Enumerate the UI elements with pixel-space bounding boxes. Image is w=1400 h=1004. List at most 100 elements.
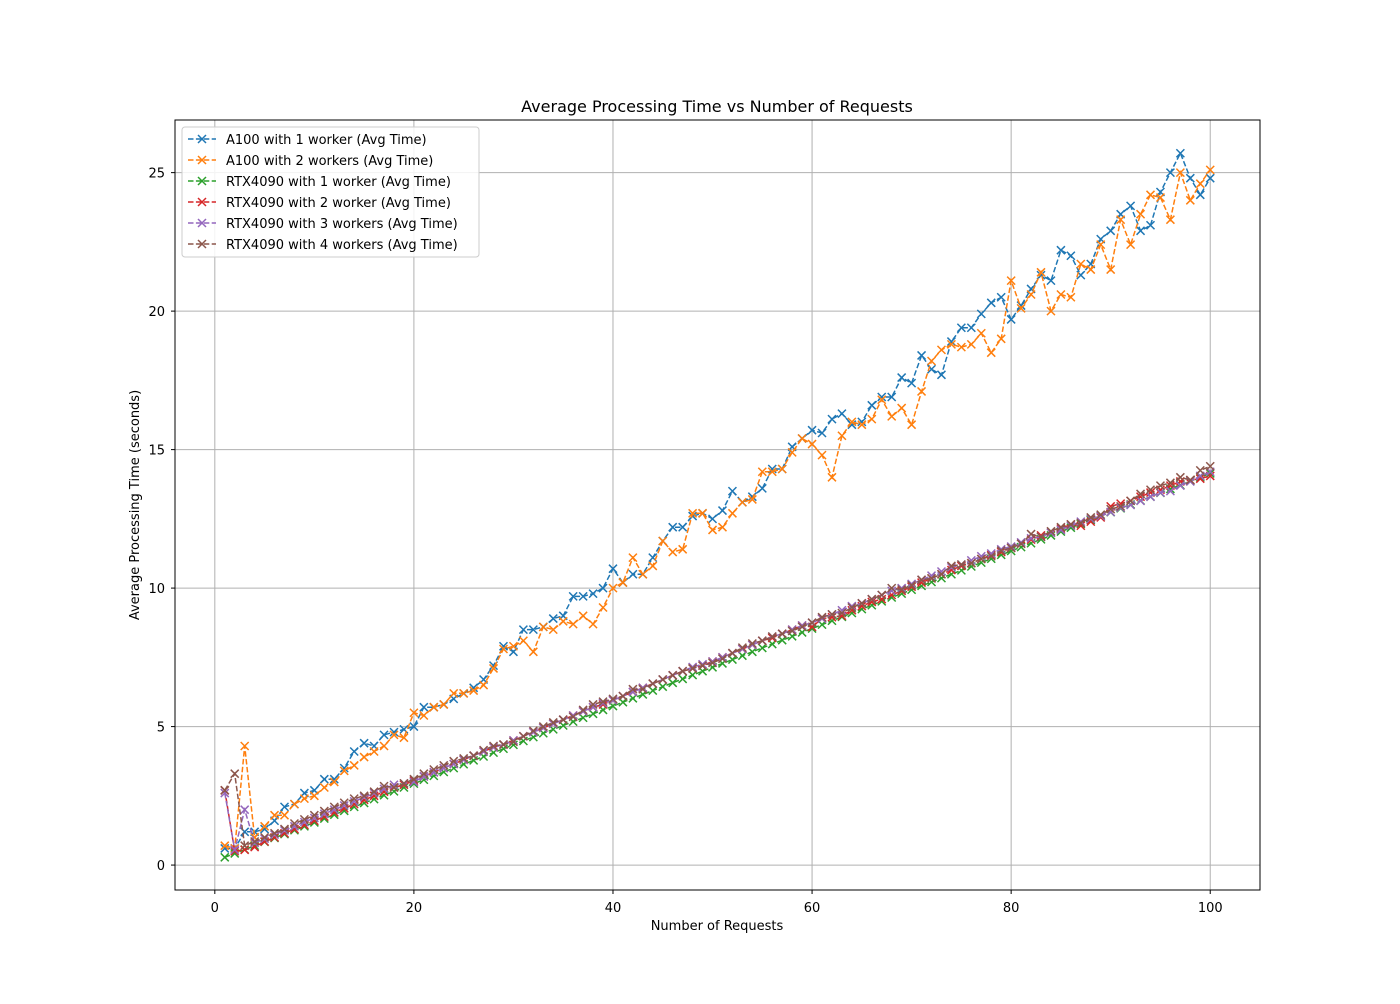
data-point-marker: [1145, 220, 1156, 230]
x-axis-label: Number of Requests: [651, 919, 784, 934]
data-point-marker: [887, 592, 897, 603]
data-point-marker: [707, 658, 718, 668]
data-point-marker: [598, 697, 608, 707]
data-point-marker: [1126, 496, 1136, 506]
data-point-marker: [449, 759, 459, 769]
legend-label: RTX4090 with 4 workers (Avg Time): [226, 238, 458, 253]
data-point-marker: [479, 745, 489, 755]
data-point-marker: [279, 802, 290, 812]
data-point-marker: [598, 583, 608, 593]
y-tick-label: 20: [148, 305, 165, 320]
data-point-marker: [897, 373, 907, 383]
data-point-marker: [1136, 226, 1146, 236]
data-point-marker: [688, 662, 698, 672]
data-point-marker: [757, 643, 767, 653]
data-point-marker: [1195, 474, 1205, 484]
data-point-marker: [747, 494, 757, 504]
data-point-marker: [329, 777, 339, 787]
data-point-marker: [907, 378, 917, 388]
data-point-marker: [479, 746, 489, 757]
data-point-marker: [1155, 488, 1165, 498]
x-tick-label: 80: [1003, 901, 1020, 916]
data-point-marker: [1165, 215, 1175, 225]
data-point-marker: [598, 602, 608, 613]
grid-lines: [175, 120, 1260, 890]
data-point-marker: [1136, 489, 1146, 499]
data-point-marker: [926, 356, 937, 366]
data-point-marker: [767, 467, 777, 477]
data-point-marker: [717, 654, 728, 664]
y-tick-label: 10: [148, 582, 165, 597]
data-point-marker: [877, 590, 887, 600]
data-point-marker: [1165, 478, 1175, 488]
data-point-marker: [877, 395, 887, 405]
data-point-marker: [887, 583, 897, 593]
data-point-marker: [1116, 215, 1126, 225]
data-point-marker: [688, 511, 698, 521]
data-point-marker: [260, 836, 270, 847]
data-point-marker: [419, 710, 429, 721]
data-point-marker: [877, 392, 887, 402]
data-point-marker: [1205, 165, 1215, 175]
data-point-marker: [260, 821, 270, 831]
data-point-marker: [608, 583, 618, 593]
data-point-marker: [658, 536, 668, 546]
legend-label: RTX4090 with 1 worker (Avg Time): [226, 175, 451, 190]
data-point-marker: [1096, 511, 1106, 521]
data-point-marker: [1165, 168, 1175, 178]
data-point-marker: [757, 467, 767, 477]
data-point-marker: [827, 414, 837, 424]
data-point-marker: [489, 663, 499, 673]
data-point-marker: [847, 605, 857, 615]
data-point-marker: [1066, 292, 1076, 302]
data-point-marker: [197, 134, 207, 144]
data-point-marker: [399, 780, 409, 790]
data-point-marker: [678, 666, 688, 676]
data-point-marker: [887, 411, 897, 421]
data-point-marker: [966, 339, 976, 349]
data-point-marker: [976, 328, 986, 338]
data-point-marker: [1195, 472, 1205, 482]
data-point-marker: [1066, 521, 1076, 531]
data-point-marker: [727, 486, 737, 496]
data-point-marker: [608, 564, 618, 574]
data-point-marker: [668, 670, 678, 680]
data-point-marker: [1185, 195, 1195, 205]
data-point-marker: [518, 625, 528, 635]
data-point-marker: [1185, 173, 1195, 183]
data-point-marker: [1066, 519, 1076, 529]
data-point-marker: [1076, 259, 1086, 269]
data-point-marker: [399, 733, 409, 743]
data-point-marker: [1056, 522, 1066, 532]
data-point-marker: [907, 579, 917, 589]
data-point-marker: [867, 414, 877, 424]
data-point-marker: [737, 497, 747, 507]
data-point-marker: [678, 522, 688, 532]
data-point-marker: [498, 641, 509, 651]
data-point-marker: [628, 684, 638, 694]
x-tick-label: 0: [211, 901, 219, 916]
data-point-marker: [1016, 303, 1026, 313]
data-point-marker: [837, 409, 847, 419]
data-point-marker: [588, 699, 598, 709]
data-point-marker: [369, 787, 379, 797]
data-point-marker: [1016, 539, 1026, 549]
data-point-marker: [1136, 492, 1146, 502]
data-point-marker: [309, 813, 319, 823]
data-point-marker: [1106, 226, 1116, 236]
legend-item: RTX4090 with 2 worker (Avg Time): [188, 196, 451, 211]
data-point-marker: [568, 619, 578, 629]
data-point-marker: [439, 763, 449, 773]
data-point-marker: [1175, 168, 1185, 178]
data-point-marker: [538, 722, 548, 732]
data-point-marker: [319, 806, 329, 816]
data-point-marker: [279, 810, 290, 820]
data-point-marker: [429, 764, 439, 775]
legend-item: A100 with 1 worker (Avg Time): [188, 133, 427, 148]
data-point-marker: [936, 569, 946, 579]
data-point-marker: [339, 766, 349, 776]
data-point-marker: [339, 763, 349, 773]
data-point-marker: [1006, 314, 1016, 324]
data-point-marker: [747, 640, 757, 650]
data-point-marker: [1195, 465, 1205, 475]
